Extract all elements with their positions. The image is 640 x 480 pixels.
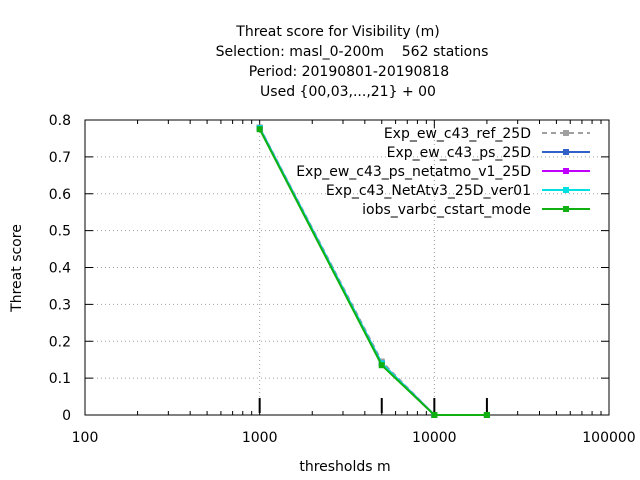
legend-label: Exp_ew_c43_ps_netatmo_v1_25D <box>296 164 531 180</box>
x-axis-label: thresholds m <box>299 459 390 475</box>
x-tick-label: 1000 <box>242 430 278 446</box>
threshold-markers <box>258 398 488 413</box>
data-point <box>431 412 438 418</box>
title-line-1: Threat score for Visibility (m) <box>235 24 439 40</box>
data-point <box>483 412 490 418</box>
y-tick-label: 0.1 <box>49 371 71 387</box>
legend-point-sample <box>563 149 569 155</box>
y-axis: 0 0.1 0.2 0.3 0.4 0.5 0.6 0.7 0.8 <box>49 113 609 424</box>
legend-label: iobs_varbc_cstart_mode <box>362 202 531 218</box>
y-axis-label: Threat score <box>9 224 25 313</box>
title-line-3: Period: 20190801-20190818 <box>249 64 449 80</box>
legend-label: Exp_ew_c43_ps_25D <box>387 145 531 161</box>
legend: Exp_ew_c43_ref_25D Exp_ew_c43_ps_25D Exp_e… <box>296 126 590 218</box>
legend-label: Exp_c43_NetAtv3_25D_ver01 <box>326 183 531 199</box>
y-tick-label: 0.7 <box>49 150 71 166</box>
y-tick-label: 0 <box>62 408 71 424</box>
data-point <box>256 126 263 133</box>
title-line-4: Used {00,03,...,21} + 00 <box>260 84 436 100</box>
title-line-2: Selection: masl_0-200m 562 stations <box>216 44 489 60</box>
data-series <box>256 124 490 418</box>
legend-point-sample <box>563 187 569 193</box>
legend-point-sample <box>563 206 569 212</box>
data-point <box>378 362 385 369</box>
legend-point-sample <box>563 168 569 174</box>
series-line <box>258 128 487 416</box>
x-tick-label: 10000 <box>412 430 457 446</box>
y-tick-label: 0.3 <box>49 297 71 313</box>
x-tick-label: 100000 <box>582 430 635 446</box>
x-tick-label: 100 <box>72 430 99 446</box>
y-tick-label: 0.8 <box>49 113 71 129</box>
y-tick-label: 0.5 <box>49 224 71 240</box>
x-axis: 100 1000 10000 100000 <box>72 120 636 446</box>
grid-lines <box>85 120 609 415</box>
y-tick-label: 0.2 <box>49 334 71 350</box>
legend-point-sample <box>563 130 569 136</box>
y-tick-label: 0.4 <box>49 261 71 277</box>
y-tick-label: 0.6 <box>49 187 71 203</box>
legend-label: Exp_ew_c43_ref_25D <box>384 126 531 142</box>
chart-title: Threat score for Visibility (m) Selectio… <box>216 24 489 100</box>
